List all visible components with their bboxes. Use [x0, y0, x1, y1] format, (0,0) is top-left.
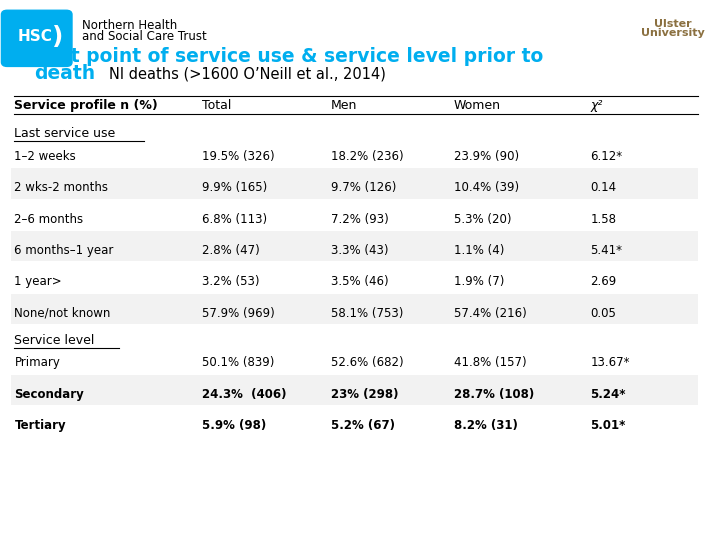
Text: Northern Health: Northern Health — [82, 19, 177, 32]
Text: 10.4% (39): 10.4% (39) — [454, 181, 518, 194]
Text: Primary: Primary — [14, 356, 60, 369]
Text: 1 year>: 1 year> — [14, 275, 62, 288]
Text: 6.12*: 6.12* — [590, 150, 623, 163]
Text: 58.1% (753): 58.1% (753) — [331, 307, 404, 320]
Text: Secondary: Secondary — [14, 388, 84, 401]
Text: 6 months–1 year: 6 months–1 year — [14, 244, 114, 257]
Text: Last service use: Last service use — [14, 127, 116, 140]
Text: Last point of service use & service level prior to: Last point of service use & service leve… — [35, 47, 543, 66]
Text: 19.5% (326): 19.5% (326) — [202, 150, 274, 163]
Text: HSC: HSC — [17, 29, 52, 44]
Text: Women: Women — [454, 99, 500, 112]
Text: 1.9% (7): 1.9% (7) — [454, 275, 504, 288]
Text: 8.2% (31): 8.2% (31) — [454, 419, 518, 432]
Text: 57.9% (969): 57.9% (969) — [202, 307, 274, 320]
Text: Service level: Service level — [14, 334, 95, 347]
Text: 1.58: 1.58 — [590, 213, 616, 226]
Text: 18.2% (236): 18.2% (236) — [331, 150, 404, 163]
Text: 28.7% (108): 28.7% (108) — [454, 388, 534, 401]
Text: 57.4% (216): 57.4% (216) — [454, 307, 526, 320]
Text: 50.1% (839): 50.1% (839) — [202, 356, 274, 369]
Text: Men: Men — [331, 99, 358, 112]
Text: 23.9% (90): 23.9% (90) — [454, 150, 518, 163]
Text: 13.67*: 13.67* — [590, 356, 630, 369]
Text: 3.2% (53): 3.2% (53) — [202, 275, 259, 288]
Text: 9.7% (126): 9.7% (126) — [331, 181, 397, 194]
Text: 5.2% (67): 5.2% (67) — [331, 419, 395, 432]
Text: ): ) — [52, 25, 63, 49]
Text: 5.24*: 5.24* — [590, 388, 626, 401]
Text: Ulster: Ulster — [654, 19, 692, 29]
Text: Tertiary: Tertiary — [14, 419, 66, 432]
Text: 0.14: 0.14 — [590, 181, 616, 194]
Text: None/not known: None/not known — [14, 307, 111, 320]
Text: χ²: χ² — [590, 99, 603, 112]
Text: 7.2% (93): 7.2% (93) — [331, 213, 389, 226]
Text: 2–6 months: 2–6 months — [14, 213, 84, 226]
Text: 2.69: 2.69 — [590, 275, 616, 288]
Text: 5.01*: 5.01* — [590, 419, 626, 432]
Text: 1–2 weeks: 1–2 weeks — [14, 150, 76, 163]
Text: Service profile n (%): Service profile n (%) — [14, 99, 158, 112]
Text: 5.9% (98): 5.9% (98) — [202, 419, 266, 432]
Text: 52.6% (682): 52.6% (682) — [331, 356, 404, 369]
Text: 2.8% (47): 2.8% (47) — [202, 244, 259, 257]
Text: 9.9% (165): 9.9% (165) — [202, 181, 267, 194]
Text: 3.5% (46): 3.5% (46) — [331, 275, 389, 288]
Text: and Social Care Trust: and Social Care Trust — [82, 30, 207, 43]
Text: 2 wks-2 months: 2 wks-2 months — [14, 181, 109, 194]
Text: 23% (298): 23% (298) — [331, 388, 399, 401]
Text: 6.8% (113): 6.8% (113) — [202, 213, 266, 226]
Text: University: University — [642, 29, 705, 38]
Text: 41.8% (157): 41.8% (157) — [454, 356, 526, 369]
Text: NI deaths (>1600 O’Neill et al., 2014): NI deaths (>1600 O’Neill et al., 2014) — [109, 66, 387, 82]
Text: 5.3% (20): 5.3% (20) — [454, 213, 511, 226]
Text: 24.3%  (406): 24.3% (406) — [202, 388, 286, 401]
Text: 0.05: 0.05 — [590, 307, 616, 320]
Text: 3.3% (43): 3.3% (43) — [331, 244, 389, 257]
Text: 5.41*: 5.41* — [590, 244, 622, 257]
Text: death: death — [35, 64, 96, 84]
Text: 1.1% (4): 1.1% (4) — [454, 244, 504, 257]
Text: Total: Total — [202, 99, 231, 112]
